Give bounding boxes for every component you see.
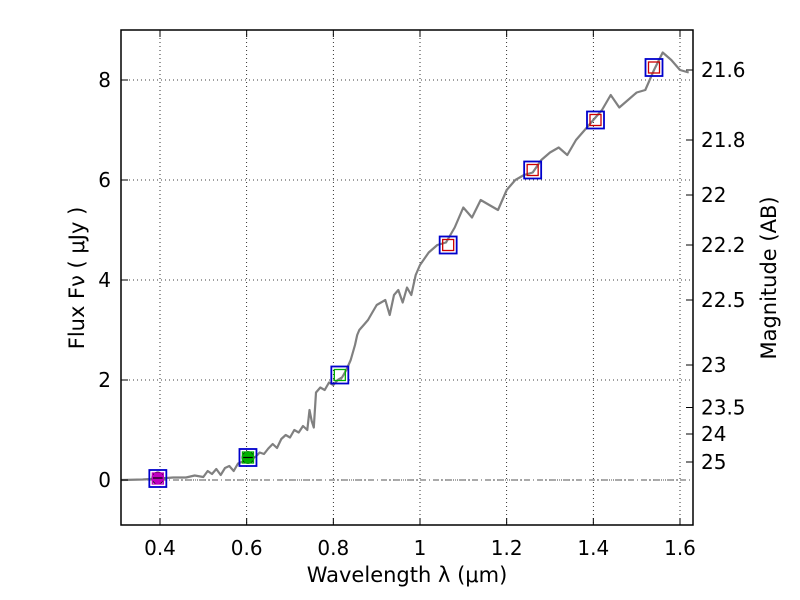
- x-tick-label: 1.4: [577, 536, 609, 560]
- x-tick-label: 1: [414, 536, 427, 560]
- model-marker-box: [148, 469, 168, 488]
- model-marker-inner: [589, 113, 602, 127]
- x-tick-label: 0.8: [317, 536, 349, 560]
- model-marker-box: [644, 58, 664, 77]
- x-tick-label: 1.6: [664, 536, 696, 560]
- right-tick-label: 24: [701, 422, 726, 446]
- model-marker-box: [438, 235, 458, 255]
- model-marker-inner: [526, 163, 539, 177]
- model-marker-inner: [647, 61, 661, 74]
- model-marker-inner: [333, 368, 346, 382]
- model-marker-inner: [151, 472, 164, 485]
- y-tick-label: 4: [98, 268, 111, 292]
- model-marker-box: [330, 365, 350, 385]
- x-tick-label: 0.6: [231, 536, 263, 560]
- plot-frame: [120, 29, 694, 526]
- right-tick-label: 22.2: [701, 233, 746, 257]
- model-marker-inner: [442, 238, 455, 252]
- x-axis-label: Wavelength λ (μm): [307, 563, 508, 587]
- model-marker-box: [238, 448, 258, 467]
- marker-layer: [148, 58, 664, 488]
- right-tick-label: 25: [701, 450, 726, 474]
- y-tick-label: 6: [98, 168, 111, 192]
- y-tick-label: 2: [98, 368, 111, 392]
- x-tick-label: 0.4: [144, 536, 176, 560]
- right-tick-label: 21.8: [701, 128, 746, 152]
- model-marker-box: [523, 160, 543, 180]
- model-marker-inner: [241, 451, 255, 464]
- model-marker-box: [586, 110, 605, 130]
- y-tick-label: 0: [98, 468, 111, 492]
- right-tick-label: 21.6: [701, 58, 746, 82]
- grid: [121, 30, 693, 525]
- right-tick-label: 22.5: [701, 288, 746, 312]
- right-tick-label: 23: [701, 353, 726, 377]
- y-tick-label: 8: [98, 68, 111, 92]
- right-tick-label: 23.5: [701, 396, 746, 420]
- y-axis-label: Flux Fν ( μJy ): [65, 207, 89, 350]
- x-tick-label: 1.2: [491, 536, 523, 560]
- right-axis-label: Magnitude (AB): [757, 196, 781, 359]
- right-tick-label: 22: [701, 183, 726, 207]
